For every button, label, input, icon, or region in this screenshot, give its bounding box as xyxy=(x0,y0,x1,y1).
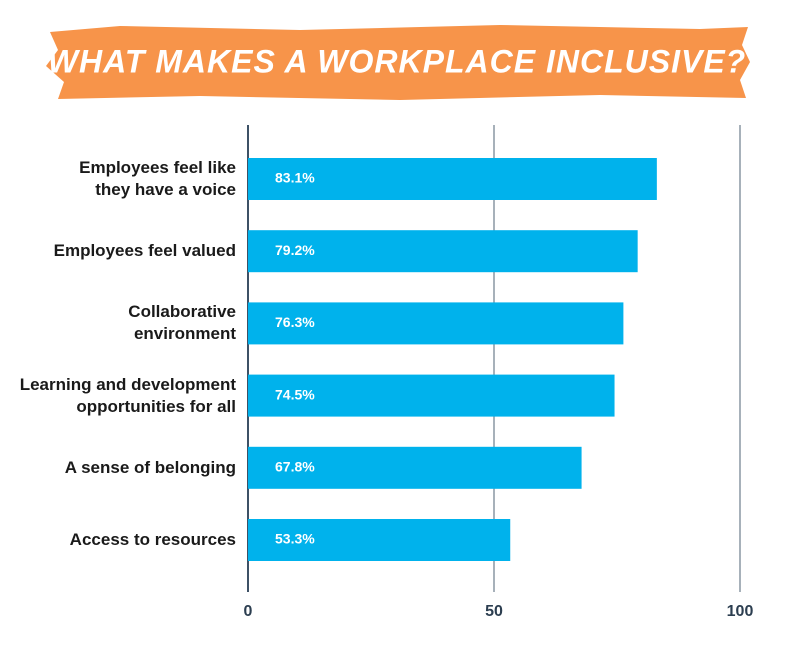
value-label: 76.3% xyxy=(275,314,315,330)
x-tick-label: 100 xyxy=(727,603,754,620)
category-label: Employees feel like they have a voice xyxy=(79,158,236,199)
value-label: 83.1% xyxy=(275,170,315,186)
category-label: A sense of belonging xyxy=(64,457,236,477)
category-label: Employees feel valued xyxy=(53,241,236,261)
bar xyxy=(248,519,511,561)
bar xyxy=(248,302,624,345)
category-label: Access to resources xyxy=(69,530,236,549)
bar xyxy=(248,158,657,200)
bar xyxy=(248,374,615,417)
chart-title: WHAT MAKES A WORKPLACE INCLUSIVE? xyxy=(48,43,746,79)
bar xyxy=(248,230,638,273)
value-label: 74.5% xyxy=(275,386,315,402)
title-banner xyxy=(46,25,750,100)
value-label: 79.2% xyxy=(275,242,315,258)
x-tick-label: 50 xyxy=(485,603,503,620)
category-label: Collaborative environment xyxy=(128,302,236,344)
value-label: 53.3% xyxy=(275,531,315,547)
x-tick-label: 0 xyxy=(244,603,253,620)
category-label: Learning and development opportunities f… xyxy=(19,374,236,416)
bar xyxy=(248,446,582,489)
value-label: 67.8% xyxy=(275,459,315,475)
